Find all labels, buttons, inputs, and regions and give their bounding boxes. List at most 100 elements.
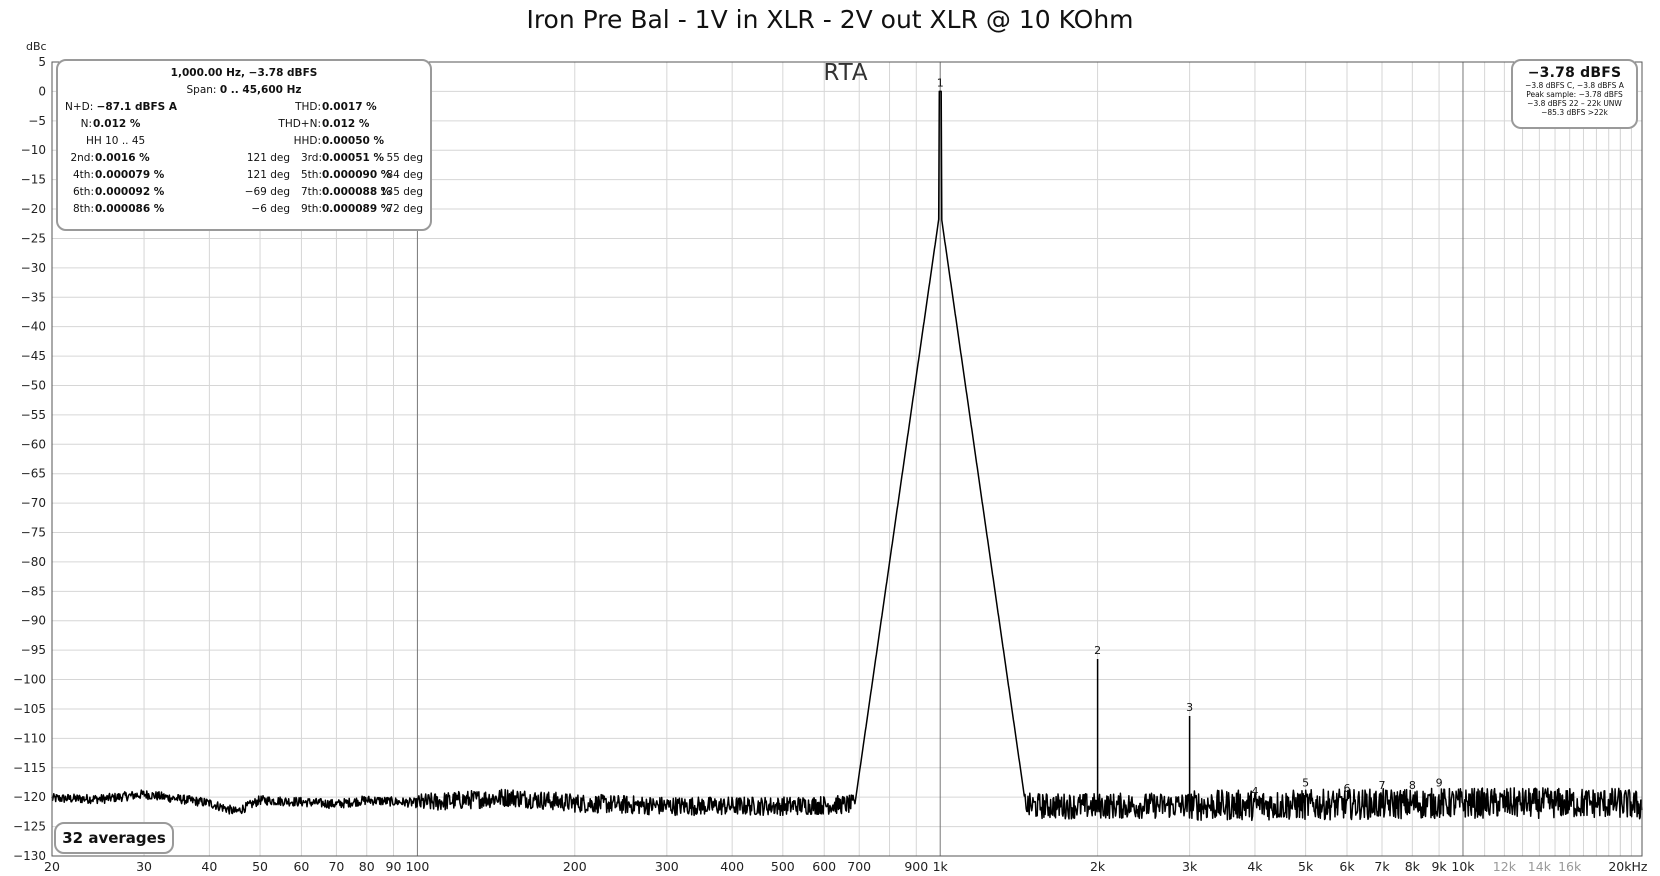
harmonic-label: 7th: xyxy=(301,186,322,198)
y-tick-label: −105 xyxy=(13,702,46,716)
hhd-label: HHD: xyxy=(293,135,321,147)
y-tick-label: −120 xyxy=(13,790,46,804)
harmonic-phase: −69 deg xyxy=(244,186,290,198)
stats-nd-row: N+D: −87.1 dBFS A THD: 0.0017 % xyxy=(58,99,430,116)
x-tick-label: 12k xyxy=(1493,859,1517,874)
thdn-label: THD+N: xyxy=(278,118,321,130)
x-tick-label: 16k xyxy=(1558,859,1582,874)
x-tick-label: 100 xyxy=(405,859,429,874)
thd-value: 0.0017 % xyxy=(322,101,377,113)
y-tick-label: −90 xyxy=(21,614,46,628)
y-tick-label: −70 xyxy=(21,496,46,510)
n-value: 0.012 % xyxy=(93,118,141,130)
y-tick-label: −60 xyxy=(21,437,46,451)
y-axis-unit: dBc xyxy=(26,40,47,53)
x-tick-label: 30 xyxy=(136,859,152,874)
harmonic-marker-label: 3 xyxy=(1186,701,1193,714)
stats-header: 1,000.00 Hz, −3.78 dBFS xyxy=(170,67,318,79)
y-tick-label: −5 xyxy=(28,114,46,128)
x-tick-label: 90 xyxy=(386,859,402,874)
x-tick-label: 8k xyxy=(1405,859,1421,874)
x-tick-labels: 20 30 40 50 60 70 80 90 100 200 300 400 500 600 700 900… xyxy=(44,859,1648,874)
harmonic-phase: 135 deg xyxy=(379,186,423,198)
harmonic-marker-label: 4 xyxy=(1251,785,1258,798)
y-tick-label: 5 xyxy=(38,55,46,69)
x-tick-label: 4k xyxy=(1247,859,1263,874)
nd-value: −87.1 dBFS A xyxy=(96,101,178,113)
y-tick-label: 0 xyxy=(38,84,46,98)
harmonic-value: 0.000089 % xyxy=(322,203,392,215)
x-tick-label: 10k xyxy=(1451,859,1475,874)
y-tick-label: −35 xyxy=(21,290,46,304)
x-tick-label: 14k xyxy=(1528,859,1552,874)
averages-button[interactable]: 32 averages xyxy=(54,822,174,854)
thd-label: THD: xyxy=(295,101,321,113)
harmonic-marker-label: 1 xyxy=(937,76,944,89)
y-tick-label: −55 xyxy=(21,408,46,422)
y-tick-label: −10 xyxy=(21,143,46,157)
y-tick-label: −115 xyxy=(13,761,46,775)
nd-label: N+D: xyxy=(65,101,97,113)
y-tick-label: −45 xyxy=(21,349,46,363)
y-tick-label: −130 xyxy=(13,849,46,863)
level-main: −3.78 dBFS xyxy=(1527,65,1622,81)
harmonic-labels: 1 2 3 4 5 6 7 8 9 xyxy=(937,76,1443,798)
chart-title: Iron Pre Bal - 1V in XLR - 2V out XLR @ … xyxy=(526,5,1133,34)
harmonic-phase: 55 deg xyxy=(386,152,424,164)
span-value: 0 .. 45,600 Hz xyxy=(219,84,302,96)
x-tick-label: 3k xyxy=(1182,859,1198,874)
harmonic-marker-label: 8 xyxy=(1409,779,1416,792)
y-tick-label: −95 xyxy=(21,643,46,657)
harmonic-value: 0.000086 % xyxy=(95,203,165,215)
x-tick-label: 2k xyxy=(1090,859,1106,874)
harmonic-marker-label: 5 xyxy=(1302,776,1309,789)
x-tick-label: 500 xyxy=(771,859,795,874)
thdn-value: 0.012 % xyxy=(322,118,370,130)
y-tick-label: −110 xyxy=(13,731,46,745)
x-tick-label: 1k xyxy=(933,859,949,874)
harmonic-label: 5th: xyxy=(301,169,322,181)
harmonic-phase: 121 deg xyxy=(246,152,290,164)
plot-frame xyxy=(51,61,1643,857)
harmonic-marker-label: 6 xyxy=(1344,782,1351,795)
harmonic-label: 3rd: xyxy=(300,152,322,164)
harmonic-row: 2nd: 0.0016 % 121 deg 3rd: 0.00051 % 55 … xyxy=(58,150,430,167)
x-tick-label: 200 xyxy=(563,859,587,874)
harmonic-label: 6th: xyxy=(73,186,94,198)
harmonic-phase: 72 deg xyxy=(386,203,424,215)
x-tick-label: 900 xyxy=(904,859,928,874)
harmonic-row: 6th: 0.000092 % −69 deg 7th: 0.000088 % … xyxy=(58,184,430,201)
x-tick-label: 20kHz xyxy=(1608,859,1648,874)
y-tick-label: −30 xyxy=(21,261,46,275)
x-tick-label: 5k xyxy=(1298,859,1314,874)
y-tick-label: −20 xyxy=(21,202,46,216)
rta-label: RTA xyxy=(823,60,868,86)
harmonic-label: 4th: xyxy=(73,169,94,181)
x-tick-label: 600 xyxy=(812,859,836,874)
x-tick-label: 6k xyxy=(1339,859,1355,874)
y-tick-label: −80 xyxy=(21,555,46,569)
harmonic-phase: 84 deg xyxy=(386,169,424,181)
x-tick-label: 9k xyxy=(1431,859,1447,874)
x-tick-label: 50 xyxy=(252,859,268,874)
harmonic-value: 0.000079 % xyxy=(95,169,165,181)
x-tick-label: 40 xyxy=(201,859,217,874)
y-tick-label: −50 xyxy=(21,378,46,392)
harmonic-value: 0.000090 % xyxy=(322,169,392,181)
span-label: Span: xyxy=(186,84,220,96)
harmonic-label: 8th: xyxy=(73,203,94,215)
harmonic-phase: 121 deg xyxy=(246,169,290,181)
stats-hh-row: HH 10 .. 45 HHD: 0.00050 % xyxy=(58,133,430,150)
harmonic-marker-label: 2 xyxy=(1094,644,1101,657)
harmonic-marker-label: 7 xyxy=(1379,779,1386,792)
harmonic-value: 0.000088 % xyxy=(322,186,392,198)
y-tick-label: −125 xyxy=(13,820,46,834)
level-line: −3.8 dBFS 22 – 22k UNW xyxy=(1527,99,1622,108)
y-tick-label: −25 xyxy=(21,231,46,245)
level-panel: −3.78 dBFS −3.8 dBFS C, −3.8 dBFS A Peak… xyxy=(1511,59,1638,129)
x-tick-label: 80 xyxy=(359,859,375,874)
x-tick-label: 20 xyxy=(44,859,60,874)
stats-panel: 1,000.00 Hz, −3.78 dBFS Span: 0 .. 45,60… xyxy=(56,59,432,231)
level-line: Peak sample: −3.78 dBFS xyxy=(1526,90,1623,99)
y-tick-labels: 5 0 −5 −10 −15 −20 −25 −30 −35 −40 −45 −50 −55 −60 −65… xyxy=(13,55,46,863)
